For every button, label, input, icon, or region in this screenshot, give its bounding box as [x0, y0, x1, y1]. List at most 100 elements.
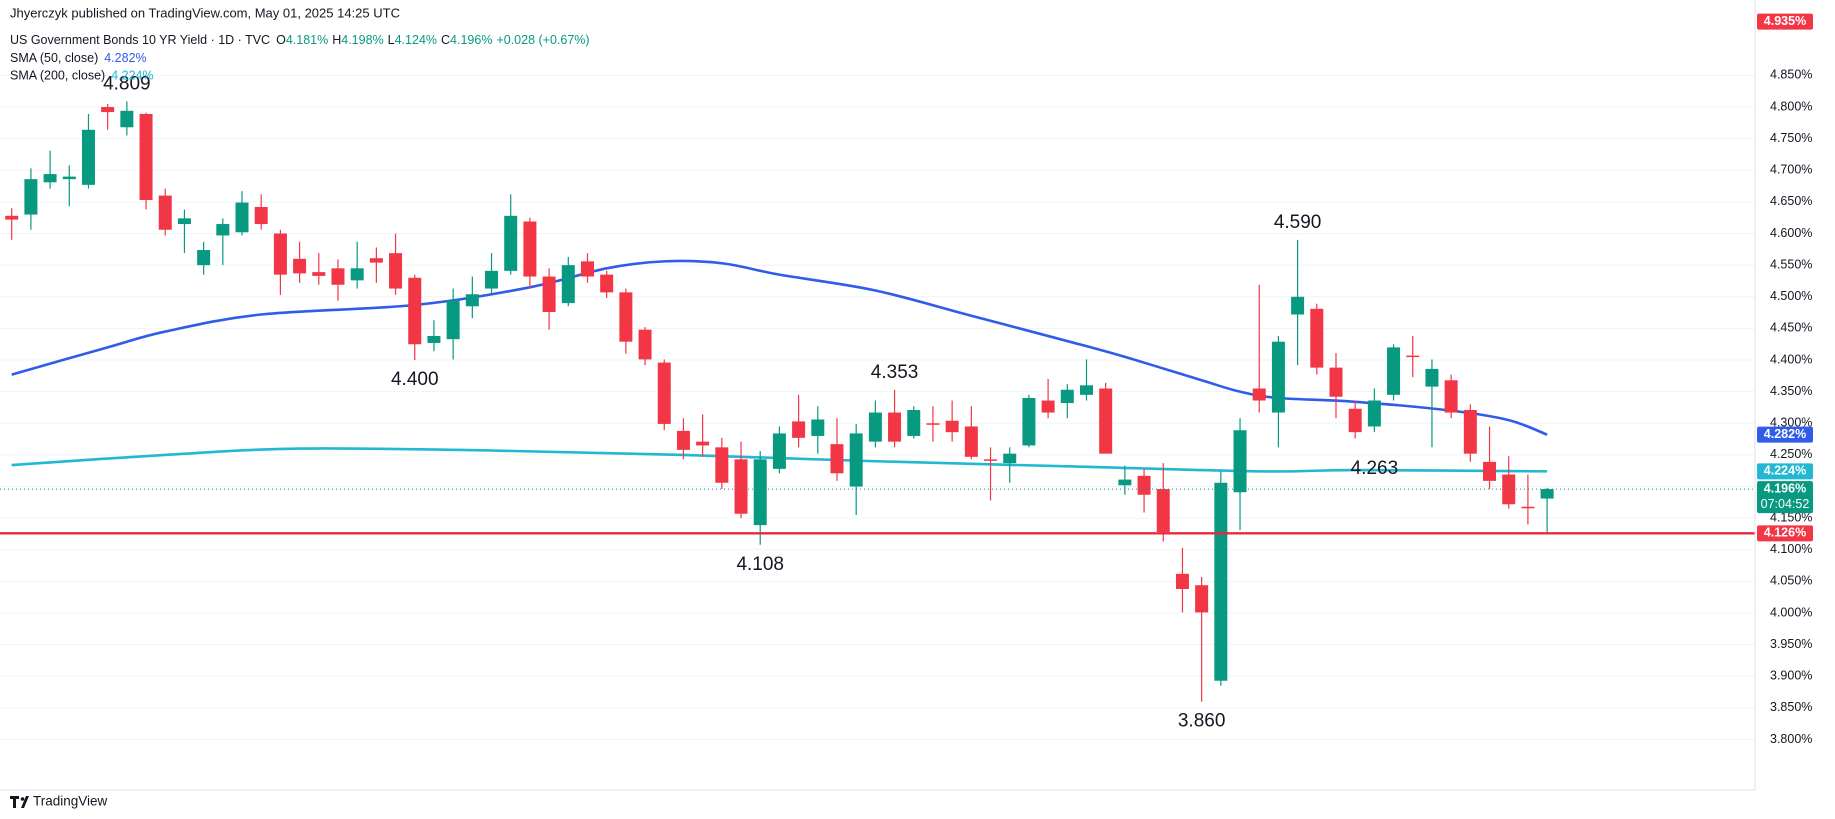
candle-body	[331, 268, 345, 285]
annotation: 4.809	[103, 73, 151, 94]
legend-change: +0.028 (+0.67%)	[496, 33, 589, 47]
y-tick-label: 4.800%	[1770, 99, 1812, 113]
candle-body	[1099, 388, 1113, 454]
candle-body	[293, 258, 307, 274]
y-tick-label: 4.400%	[1770, 352, 1812, 366]
candle-body	[1463, 410, 1477, 454]
annotation: 3.860	[1178, 711, 1226, 732]
candle-body	[734, 459, 748, 514]
candle-body	[1079, 385, 1093, 395]
legend-ohlc-value: 4.198%	[341, 33, 383, 47]
candle-body	[1022, 397, 1036, 446]
candle-body	[120, 110, 134, 128]
sma-line	[11, 447, 1548, 473]
candle-body	[600, 274, 614, 293]
candle-body	[1425, 368, 1439, 387]
candle-body	[273, 233, 287, 275]
y-tick-label: 4.600%	[1770, 226, 1812, 240]
candle-body	[62, 176, 76, 180]
legend-ohlc-value: 4.196%	[450, 33, 492, 47]
candle-body	[1060, 389, 1074, 404]
y-tick-label: 4.750%	[1770, 131, 1812, 145]
candle-body	[1329, 367, 1343, 397]
candle-body	[580, 261, 594, 277]
candle-body	[1540, 489, 1554, 499]
price-label: 4.224%	[1764, 464, 1806, 478]
candle-body	[139, 113, 153, 201]
candle-body	[1233, 430, 1247, 493]
price-label-box	[1757, 463, 1813, 480]
candle-body	[523, 221, 537, 277]
legend-ohlc-key: L	[388, 33, 395, 47]
price-label-box	[1757, 13, 1813, 30]
y-tick-label: 4.150%	[1770, 510, 1812, 524]
candle-body	[1444, 380, 1458, 413]
candle-body	[235, 202, 249, 233]
price-label: 4.196%	[1764, 481, 1806, 495]
candle-body	[216, 224, 230, 236]
candle-body	[1214, 482, 1228, 681]
candle-body	[542, 276, 556, 312]
candle-body	[638, 329, 652, 360]
legend-ohlc-key: H	[332, 33, 341, 47]
annotation: 4.353	[871, 362, 919, 383]
annotation: 4.590	[1274, 212, 1322, 233]
candle-body	[1406, 355, 1420, 358]
annotation: 4.400	[391, 369, 439, 390]
legend-ohlc-key: O	[276, 33, 286, 47]
y-tick-label: 3.900%	[1770, 669, 1812, 683]
candle-body	[1271, 341, 1285, 413]
legend-value: 4.282%	[104, 51, 146, 65]
y-tick-label: 3.950%	[1770, 637, 1812, 651]
legend-ohlc-value: 4.124%	[395, 33, 437, 47]
legend-symbol: US Government Bonds 10 YR Yield · 1D · T…	[10, 33, 590, 47]
countdown: 07:04:52	[1761, 497, 1810, 511]
legend-name: SMA (200, close)	[10, 69, 105, 83]
y-tick-label: 4.100%	[1770, 542, 1812, 556]
candle-body	[350, 268, 364, 281]
price-label-box	[1757, 525, 1813, 542]
candle-body	[657, 362, 671, 424]
y-tick-label: 4.700%	[1770, 163, 1812, 177]
candle-body	[427, 336, 441, 343]
candle-body	[1387, 347, 1401, 395]
candle-body	[312, 272, 326, 276]
sma-line	[11, 259, 1548, 436]
brand: TradingView	[33, 794, 108, 809]
legend-name: SMA (50, close)	[10, 51, 98, 65]
candle-body	[408, 277, 422, 345]
y-tick-label: 4.450%	[1770, 321, 1812, 335]
candle-body	[254, 206, 268, 225]
annotation: 4.263	[1351, 458, 1399, 479]
candle-body	[43, 174, 57, 183]
y-tick-label: 4.050%	[1770, 574, 1812, 588]
candle-body	[811, 419, 825, 436]
candle-body	[1003, 453, 1017, 464]
candle-body	[504, 215, 518, 271]
candle-body	[1483, 461, 1497, 481]
y-tick-label: 4.000%	[1770, 605, 1812, 619]
candle-body	[830, 444, 844, 474]
legend-item: SMA (50, close) 4.282%	[10, 51, 147, 65]
y-tick-label: 4.250%	[1770, 447, 1812, 461]
candle-body	[389, 253, 403, 289]
candle-body	[561, 265, 575, 304]
candle-body	[1041, 400, 1055, 413]
price-label-box	[1757, 481, 1813, 514]
candle-body	[158, 195, 172, 230]
y-tick-label: 4.850%	[1770, 68, 1812, 82]
candle-body	[984, 459, 998, 461]
candle-body	[197, 249, 211, 266]
candle-body	[945, 420, 959, 433]
candle-body	[369, 258, 383, 263]
candle-body	[1195, 585, 1209, 613]
y-tick-label: 4.500%	[1770, 289, 1812, 303]
candle-body	[1291, 296, 1305, 315]
candle-body	[81, 129, 95, 185]
candle-body	[1175, 573, 1189, 590]
price-label: 4.126%	[1764, 526, 1806, 540]
candle-body	[1521, 506, 1535, 509]
candle-body	[849, 433, 863, 487]
candle-body	[907, 410, 921, 436]
